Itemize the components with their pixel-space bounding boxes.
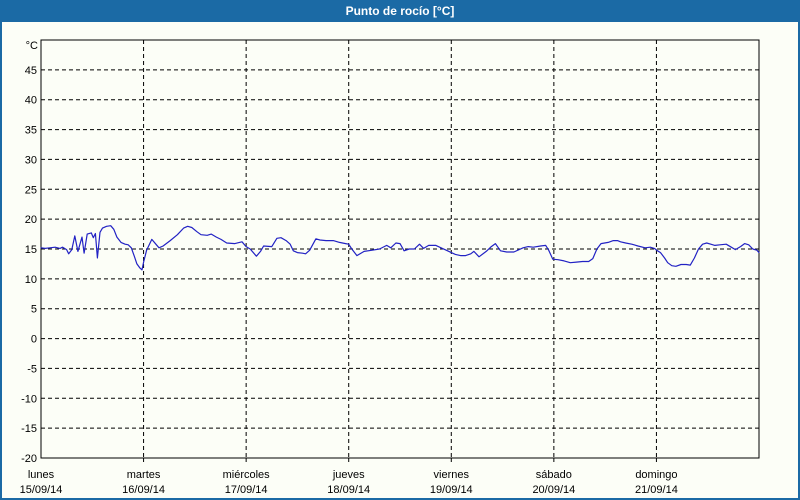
y-tick-label: 40 xyxy=(25,95,37,107)
chart-area: 45 40 35 30 25 20 15 10 5 0 -5 -10 -15 -20 °C lunes 15/0… xyxy=(2,22,798,498)
series-line xyxy=(40,225,760,271)
x-day-label: miércoles xyxy=(223,469,271,481)
y-tick-label: 20 xyxy=(25,214,37,226)
plot-border xyxy=(40,39,760,459)
y-tick-label: -15 xyxy=(21,423,37,435)
y-tick-label: -5 xyxy=(27,363,37,375)
x-day-label: jueves xyxy=(332,469,365,481)
x-date-label: 15/09/14 xyxy=(20,484,63,496)
x-date-label: 18/09/14 xyxy=(327,484,370,496)
x-date-label: 20/09/14 xyxy=(532,484,575,496)
y-tick-label: 30 xyxy=(25,154,37,166)
y-tick-label: -10 xyxy=(21,393,37,405)
y-tick-label: 45 xyxy=(25,65,37,77)
x-day-label: lunes xyxy=(28,469,55,481)
x-date-label: 17/09/14 xyxy=(225,484,268,496)
y-tick-label: -20 xyxy=(21,453,37,465)
x-date-label: 21/09/14 xyxy=(635,484,678,496)
y-tick-label: 25 xyxy=(25,184,37,196)
x-day-label: martes xyxy=(127,469,161,481)
x-date-label: 16/09/14 xyxy=(122,484,165,496)
y-tick-label: 15 xyxy=(25,244,37,256)
x-date-label: 19/09/14 xyxy=(430,484,473,496)
x-day-label: viernes xyxy=(434,469,470,481)
y-axis-unit-label: °C xyxy=(26,40,38,52)
y-tick-label: 5 xyxy=(31,304,37,316)
x-day-label: sábado xyxy=(536,469,572,481)
chart-title: Punto de rocío [°C] xyxy=(345,4,455,18)
x-day-label: domingo xyxy=(635,469,677,481)
title-bar: Punto de rocío [°C] xyxy=(0,0,800,22)
y-tick-label: 0 xyxy=(31,334,37,346)
y-tick-label: 10 xyxy=(25,274,37,286)
chart-canvas: 45 40 35 30 25 20 15 10 5 0 -5 -10 -15 -20 °C lunes 15/0… xyxy=(20,39,760,496)
y-tick-label: 35 xyxy=(25,125,37,137)
